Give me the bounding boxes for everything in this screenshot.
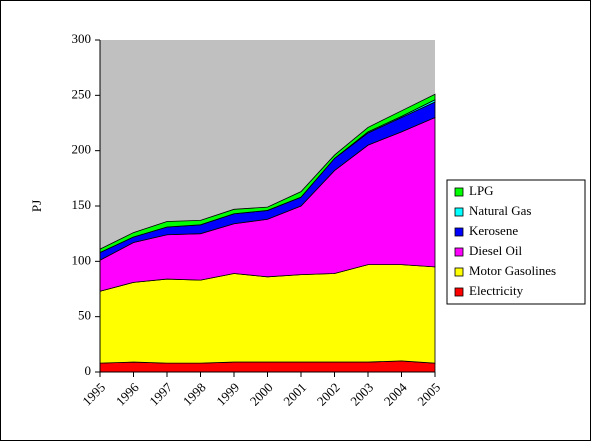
legend-label: Electricity bbox=[469, 283, 524, 298]
y-tick-label: 300 bbox=[72, 31, 92, 46]
y-tick-label: 50 bbox=[78, 308, 91, 323]
y-tick-label: 100 bbox=[72, 252, 92, 267]
legend-label: Diesel Oil bbox=[469, 243, 522, 258]
legend-swatch bbox=[454, 227, 464, 237]
legend-label: LPG bbox=[469, 183, 494, 198]
legend-swatch bbox=[454, 247, 464, 257]
legend bbox=[446, 179, 586, 305]
legend-swatch bbox=[454, 187, 464, 197]
legend-label: Motor Gasolines bbox=[469, 263, 556, 278]
area bbox=[99, 93, 436, 254]
y-tick-label: 250 bbox=[72, 86, 92, 101]
legend-label: Kerosene bbox=[469, 223, 518, 238]
y-axis-label: PJ bbox=[29, 200, 44, 212]
y-tick-label: 0 bbox=[85, 363, 92, 378]
legend-swatch bbox=[454, 207, 464, 217]
legend-label: Natural Gas bbox=[469, 203, 531, 218]
legend-swatch bbox=[454, 287, 464, 297]
y-tick-label: 150 bbox=[72, 197, 92, 212]
y-tick-label: 200 bbox=[72, 142, 92, 157]
legend-swatch bbox=[454, 267, 464, 277]
